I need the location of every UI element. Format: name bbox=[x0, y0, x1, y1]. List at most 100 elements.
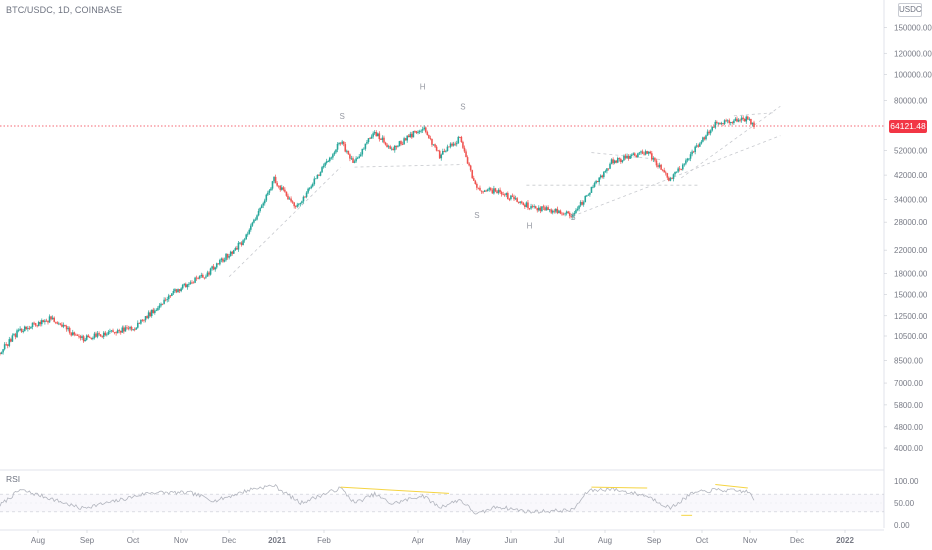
candle bbox=[84, 337, 86, 342]
candle bbox=[685, 158, 687, 166]
candle-body bbox=[435, 146, 438, 151]
time-axis[interactable]: Aug Sep Oct Nov Dec 2021 Feb Apr May Jun Jul Aug Sep… bbox=[31, 530, 855, 545]
candle bbox=[726, 119, 729, 124]
candle bbox=[268, 188, 271, 196]
candle-body bbox=[191, 282, 193, 284]
candle-body bbox=[723, 120, 726, 124]
candle-body bbox=[273, 176, 275, 182]
candle-body bbox=[209, 268, 212, 275]
candle bbox=[183, 283, 186, 287]
candle bbox=[19, 326, 21, 332]
candle bbox=[607, 168, 610, 171]
candle-body bbox=[553, 210, 556, 212]
candle bbox=[149, 310, 151, 318]
candle-body bbox=[310, 186, 313, 189]
candle bbox=[510, 194, 512, 201]
candle-body bbox=[183, 283, 186, 285]
candle bbox=[547, 205, 549, 211]
candle bbox=[751, 122, 754, 127]
pattern-annotation: S bbox=[339, 112, 344, 121]
time-tick-label: Oct bbox=[127, 536, 140, 545]
candle-body bbox=[70, 332, 73, 336]
candle bbox=[412, 130, 415, 138]
candle bbox=[616, 156, 619, 164]
candle bbox=[527, 199, 529, 210]
candle bbox=[107, 330, 110, 336]
candle-body bbox=[572, 214, 574, 218]
candle-body bbox=[437, 150, 439, 152]
candle bbox=[651, 150, 653, 162]
candle-body bbox=[663, 170, 666, 173]
candle-body bbox=[355, 158, 357, 162]
candle-body bbox=[330, 157, 333, 159]
candle bbox=[397, 145, 399, 148]
candle-body bbox=[299, 202, 302, 204]
candle bbox=[672, 173, 675, 182]
candle-body bbox=[644, 151, 647, 155]
candle-body bbox=[171, 293, 173, 296]
candle bbox=[189, 280, 192, 285]
candle bbox=[262, 201, 265, 209]
candle-body bbox=[20, 328, 23, 332]
candle bbox=[389, 144, 391, 150]
candle-body bbox=[510, 195, 512, 200]
candle-body bbox=[25, 326, 28, 330]
time-tick-label: Oct bbox=[696, 536, 709, 545]
candle bbox=[225, 252, 227, 262]
candle-body bbox=[719, 122, 721, 125]
candle bbox=[45, 318, 48, 322]
candle-body bbox=[130, 327, 133, 330]
rsi-indicator-label[interactable]: RSI bbox=[6, 474, 21, 484]
candle-body bbox=[668, 177, 670, 181]
candle bbox=[62, 322, 65, 329]
candle-body bbox=[423, 127, 426, 130]
candle-body bbox=[726, 120, 729, 122]
rsi-divergence-line bbox=[340, 486, 450, 494]
candle-body bbox=[691, 151, 693, 155]
candle bbox=[570, 213, 573, 218]
currency-button[interactable]: USDC bbox=[898, 3, 922, 17]
candle bbox=[5, 342, 7, 346]
candle bbox=[36, 324, 38, 328]
candle bbox=[530, 203, 532, 210]
candle bbox=[629, 154, 631, 159]
candle-body bbox=[607, 168, 610, 170]
candle bbox=[479, 185, 481, 191]
candle bbox=[446, 144, 449, 152]
rsi-axis[interactable]: 100.00 50.00 0.00 bbox=[894, 477, 919, 530]
candle bbox=[254, 217, 257, 222]
candle bbox=[697, 143, 700, 148]
candle bbox=[471, 169, 474, 179]
candle-body bbox=[499, 189, 501, 193]
candle-body bbox=[386, 144, 388, 148]
candle bbox=[664, 170, 667, 176]
candle bbox=[0, 352, 1, 356]
candle-body bbox=[705, 135, 707, 140]
candle bbox=[347, 150, 350, 155]
candle bbox=[53, 316, 55, 323]
candle-body bbox=[290, 198, 292, 202]
candle-body bbox=[308, 188, 311, 189]
candle-body bbox=[39, 322, 42, 325]
candle-body bbox=[350, 158, 353, 160]
candle-body bbox=[401, 144, 404, 145]
candle-body bbox=[126, 327, 128, 329]
candle-body bbox=[519, 201, 522, 203]
candle-body bbox=[14, 334, 17, 338]
candle bbox=[27, 325, 29, 332]
candle-body bbox=[260, 205, 263, 209]
candle bbox=[174, 288, 176, 293]
candle bbox=[420, 129, 422, 134]
candle-body bbox=[2, 349, 4, 353]
candle bbox=[332, 153, 334, 160]
candle bbox=[550, 208, 552, 215]
candle-body bbox=[618, 158, 621, 160]
candle bbox=[273, 176, 275, 184]
candle bbox=[197, 276, 199, 280]
candle-body bbox=[596, 181, 599, 183]
candle-body bbox=[75, 334, 77, 336]
candle-body bbox=[598, 177, 600, 183]
price-axis[interactable]: 150000.00 120000.00 100000.00 80000.00 52000… bbox=[884, 23, 932, 453]
